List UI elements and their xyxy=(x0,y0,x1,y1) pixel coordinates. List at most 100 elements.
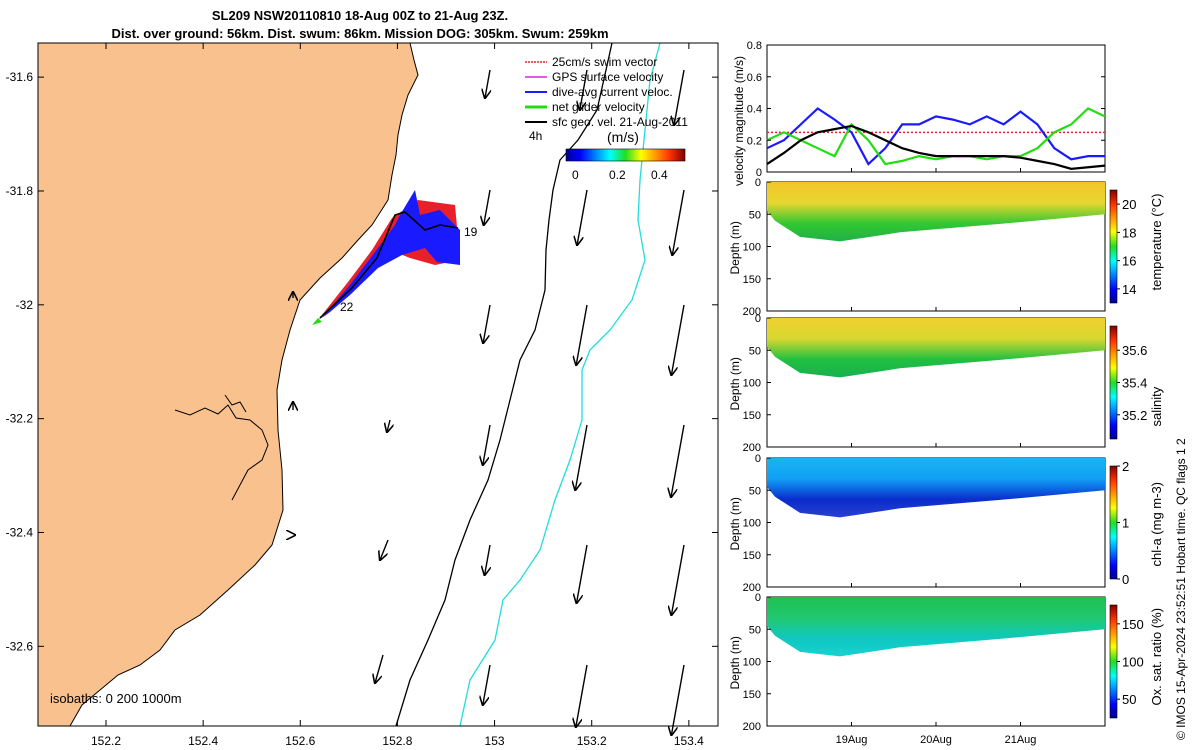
geo-velocity-arrow xyxy=(485,69,490,98)
map-panel: 19 22 25cm/s swim vector GPS surface vel… xyxy=(6,42,719,748)
colorbar-tick-label: 20 xyxy=(1122,197,1136,212)
section-y-tick-label: 100 xyxy=(743,242,761,254)
figure-title-line1: SL209 NSW20110810 18-Aug 00Z to 21-Aug 2… xyxy=(211,8,509,23)
time-axis: 19Aug 20Aug 21Aug xyxy=(836,734,1037,746)
isobath-1000m xyxy=(459,42,661,727)
section-ylabel: Depth (m) xyxy=(728,497,742,550)
colorbar-tick-label: 0 xyxy=(1122,572,1129,587)
section-y-tick-label: 200 xyxy=(743,721,761,733)
section-y-tick-label: 150 xyxy=(743,689,761,701)
section-ylabel: Depth (m) xyxy=(728,357,742,410)
land-area xyxy=(37,42,419,727)
geo-velocity-arrow xyxy=(483,664,491,705)
geo-velocity-arrow xyxy=(577,189,588,245)
section-y-tick-label: 200 xyxy=(743,582,761,594)
credit-text: © IMOS 15-Apr-2024 23:52:51 Hobart time.… xyxy=(1174,438,1188,740)
geo-velocity-arrow xyxy=(671,664,685,735)
geo-velocity-arrow xyxy=(674,69,685,125)
colorbar-tick-label: 2 xyxy=(1122,459,1129,474)
section-data-area xyxy=(767,318,1105,378)
track-label-19: 19 xyxy=(464,225,478,239)
geo-velocity-arrow xyxy=(484,189,491,225)
geo-velocity-arrow xyxy=(580,69,588,110)
section-colorbar xyxy=(1109,325,1118,440)
section-y-tick-label: 150 xyxy=(743,410,761,422)
colorbar-tick-label: 35.4 xyxy=(1122,376,1147,391)
map-x-tick-label: 153 xyxy=(485,734,505,748)
section-colorbar xyxy=(1109,189,1118,304)
map-x-axis: 152.2 152.4 152.6 152.8 153 153.2 153.4 xyxy=(91,43,704,748)
section-y-tick-label: 100 xyxy=(743,378,761,390)
colorbar-tick: 0.4 xyxy=(651,168,668,182)
figure-title-line2: Dist. over ground: 56km. Dist. swum: 86k… xyxy=(111,26,609,41)
section-data-area xyxy=(767,182,1105,242)
map-y-tick-label: -32.6 xyxy=(6,639,34,653)
velocity-panel: 0 0.2 0.4 0.6 0.8 velocity magnitude (m/s) xyxy=(732,40,1106,186)
section-panel-temperature: 0 50 100 150 200 Depth (m) 14 16 18 20 temperature… xyxy=(728,177,1164,318)
isobaths-label: isobaths: 0 200 1000m xyxy=(50,691,182,706)
map-y-tick-label: -32 xyxy=(16,298,34,312)
section-y-tick-label: 50 xyxy=(749,624,761,636)
velocity-series-line xyxy=(766,107,1106,166)
geo-velocity-arrow xyxy=(671,424,685,497)
section-y-tick-label: 50 xyxy=(749,209,761,221)
velocity-series-line xyxy=(766,124,1106,170)
section-y-tick-label: 0 xyxy=(755,592,761,604)
geo-velocity-arrow xyxy=(672,189,685,255)
section-y-tick-label: 0 xyxy=(755,313,761,325)
geo-velocity-arrow xyxy=(671,304,685,375)
section-y-tick-label: 50 xyxy=(749,345,761,357)
section-y-tick-label: 50 xyxy=(749,485,761,497)
colorbar-tick-label: 50 xyxy=(1122,692,1136,707)
section-ylabel: Depth (m) xyxy=(728,221,742,274)
colorbar-tick-label: 18 xyxy=(1122,225,1136,240)
section-ylabel: Depth (m) xyxy=(728,636,742,689)
velocity-series-line xyxy=(766,107,1105,166)
geo-velocity-arrow xyxy=(483,424,491,465)
colorbar-tick: 0 xyxy=(572,168,579,182)
track-label-22: 22 xyxy=(340,300,354,314)
section-y-tick-label: 150 xyxy=(743,274,761,286)
section-colorbar-label: temperature (°C) xyxy=(1149,194,1164,291)
section-colorbar-label: Ox. sat. ratio (%) xyxy=(1149,608,1164,706)
section-data-area xyxy=(767,458,1105,518)
map-x-tick-label: 153.2 xyxy=(577,734,607,748)
geo-velocity-arrow xyxy=(380,539,389,560)
section-colorbar-label: salinity xyxy=(1149,386,1164,426)
time-tick-label: 20Aug xyxy=(920,734,952,746)
velocity-ylabel: velocity magnitude (m/s) xyxy=(732,56,746,186)
colorbar-tick-label: 150 xyxy=(1122,617,1144,632)
legend-sfc-geo: sfc geo. vel. 21-Aug-2011 xyxy=(552,115,688,129)
colorbar-tick-label: 16 xyxy=(1122,254,1136,269)
map-x-tick-label: 152.2 xyxy=(91,734,121,748)
section-colorbar xyxy=(1109,465,1118,580)
colorbar-unit: (m/s) xyxy=(607,129,639,145)
velocity-y-tick-label: 0.4 xyxy=(747,104,762,116)
geo-velocity-arrow xyxy=(671,544,685,615)
time-tick-label: 21Aug xyxy=(1005,734,1037,746)
isobath-200m xyxy=(395,42,613,727)
section-y-tick-label: 100 xyxy=(743,657,761,669)
glider-track xyxy=(312,190,460,325)
map-y-axis: -31.6 -31.8 -32 -32.2 -32.4 -32.6 xyxy=(6,70,718,653)
map-y-tick-label: -31.8 xyxy=(6,184,34,198)
colorbar-tick-label: 14 xyxy=(1122,282,1136,297)
geo-velocity-arrow xyxy=(575,424,588,490)
section-y-tick-label: 100 xyxy=(743,518,761,530)
colorbar-tick-label: 100 xyxy=(1122,655,1144,670)
time-tick-label: 19Aug xyxy=(836,734,868,746)
section-colorbar-label: chl-a (mg m-3) xyxy=(1149,482,1164,567)
section-y-tick-label: 150 xyxy=(743,550,761,562)
map-y-tick-label: -32.4 xyxy=(6,525,34,539)
map-x-tick-label: 152.6 xyxy=(285,734,315,748)
section-y-tick-label: 200 xyxy=(743,442,761,454)
colorbar-tick-label: 35.6 xyxy=(1122,343,1147,358)
geo-velocity-arrows xyxy=(293,69,685,735)
section-y-tick-label: 0 xyxy=(755,453,761,465)
legend-dive-avg: dive-avg current veloc. xyxy=(552,85,673,99)
colorbar-tick: 0.2 xyxy=(609,168,626,182)
velocity-y-tick-label: 0.6 xyxy=(747,72,762,84)
section-panel-salinity: 0 50 100 150 200 Depth (m) 35.2 35.4 35.6 salinit… xyxy=(728,313,1164,454)
geo-velocity-arrow xyxy=(387,419,390,432)
